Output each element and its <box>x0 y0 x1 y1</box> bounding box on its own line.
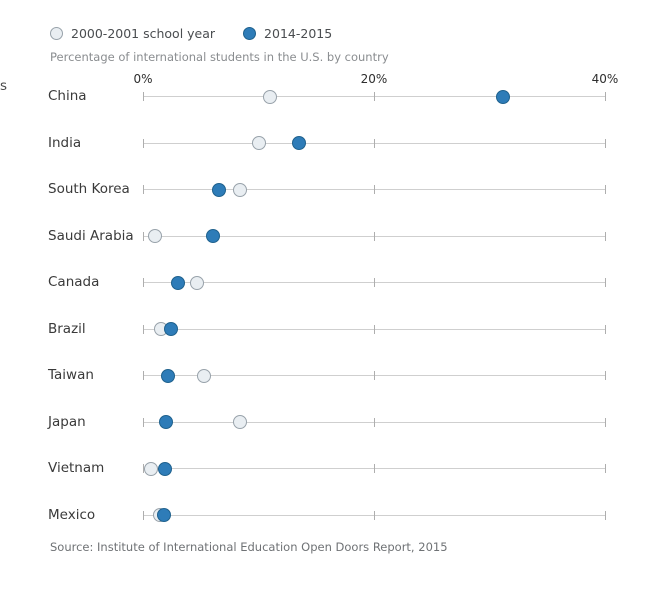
dot-2014-2015 <box>156 508 171 522</box>
tick-mark <box>374 324 375 334</box>
tick-mark <box>605 231 606 241</box>
dot-2014-2015 <box>161 368 176 383</box>
tick-mark <box>143 464 144 473</box>
tick-mark <box>605 324 606 334</box>
country-label: Brazil <box>48 320 86 337</box>
tick-mark <box>143 231 144 241</box>
x-axis-tick-label: 40% <box>591 72 619 86</box>
chart-row: Vietnam <box>48 459 648 506</box>
chart-row: Taiwan <box>48 366 648 413</box>
country-label: South Korea <box>48 181 130 197</box>
tick-mark <box>143 417 144 427</box>
tick-mark <box>605 92 606 101</box>
tick-mark <box>374 417 375 427</box>
legend-item-2000-2001: 2000-2001 school year <box>50 26 215 41</box>
dot-2014-2015 <box>496 89 511 104</box>
dot-2000-2001 <box>190 275 205 290</box>
tick-mark <box>605 510 606 520</box>
dot-2014-2015 <box>212 182 227 197</box>
dot-2014-2015 <box>159 415 174 429</box>
source-note: Source: Institute of International Educa… <box>50 540 448 554</box>
country-label: India <box>48 134 82 151</box>
dot-2000-2001 <box>197 368 212 383</box>
tick-mark <box>605 278 606 287</box>
chart-content: 2000-2001 school year 2014-2015 Percenta… <box>0 25 648 555</box>
tick-mark <box>374 464 375 473</box>
dot-2000-2001 <box>147 229 162 243</box>
dot-2014-2015 <box>291 136 306 150</box>
x-axis-tick-label: 20% <box>360 72 388 86</box>
dot-2000-2001 <box>144 461 159 476</box>
x-axis: 0% 20% 40% <box>133 72 618 87</box>
open-circle-icon <box>50 26 63 40</box>
chart-row: Japan <box>48 413 648 460</box>
tick-mark <box>374 231 375 241</box>
legend-label: 2014-2015 <box>264 25 333 41</box>
tick-mark <box>374 278 375 287</box>
country-label: Taiwan <box>48 367 94 383</box>
chart-row: Saudi Arabia <box>48 227 648 274</box>
dot-2014-2015 <box>170 275 185 290</box>
country-label: Saudi Arabia <box>48 227 134 244</box>
x-axis-tick-label: 0% <box>133 72 153 86</box>
tick-mark <box>143 371 144 380</box>
chart-row: Mexico <box>48 506 648 553</box>
filled-circle-icon <box>243 26 257 40</box>
dot-2000-2001 <box>233 415 248 429</box>
chart-row: Canada <box>48 273 648 320</box>
tick-mark <box>605 185 606 194</box>
tick-mark <box>605 371 606 380</box>
country-label: Canada <box>48 274 100 290</box>
chart-row: South Korea <box>48 180 648 227</box>
country-label: China <box>48 88 87 104</box>
tick-mark <box>374 371 375 380</box>
dot-2014-2015 <box>206 229 221 243</box>
legend-item-2014-2015: 2014-2015 <box>243 26 332 41</box>
dot-2000-2001 <box>233 182 248 197</box>
country-label: Japan <box>48 413 86 430</box>
tick-mark <box>143 278 144 287</box>
tick-mark <box>374 510 375 520</box>
country-label: Vietnam <box>48 460 105 476</box>
tick-mark <box>143 138 144 148</box>
tick-mark <box>374 185 375 194</box>
dot-2000-2001 <box>251 136 266 150</box>
legend-label: 2000-2001 school year <box>71 25 216 41</box>
tick-mark <box>374 138 375 148</box>
chart-row: India <box>48 134 648 181</box>
tick-mark <box>143 185 144 194</box>
tick-mark <box>605 138 606 148</box>
dot-2014-2015 <box>157 461 172 476</box>
tick-mark <box>143 324 144 334</box>
tick-mark <box>143 510 144 520</box>
chart-row: China <box>48 87 648 134</box>
tick-mark <box>605 417 606 427</box>
dot-2000-2001 <box>263 89 278 104</box>
chart-subtitle: Percentage of international students in … <box>50 50 389 64</box>
tick-mark <box>374 92 375 101</box>
cropped-edge-text: s <box>0 78 8 94</box>
legend: 2000-2001 school year 2014-2015 <box>50 25 648 41</box>
dot-2014-2015 <box>163 322 178 336</box>
country-label: Mexico <box>48 506 96 523</box>
chart-row: Brazil <box>48 320 648 367</box>
tick-mark <box>143 92 144 101</box>
chart-rows: China India South Korea Saudi Arabia Canada B… <box>48 87 648 552</box>
tick-mark <box>605 464 606 473</box>
